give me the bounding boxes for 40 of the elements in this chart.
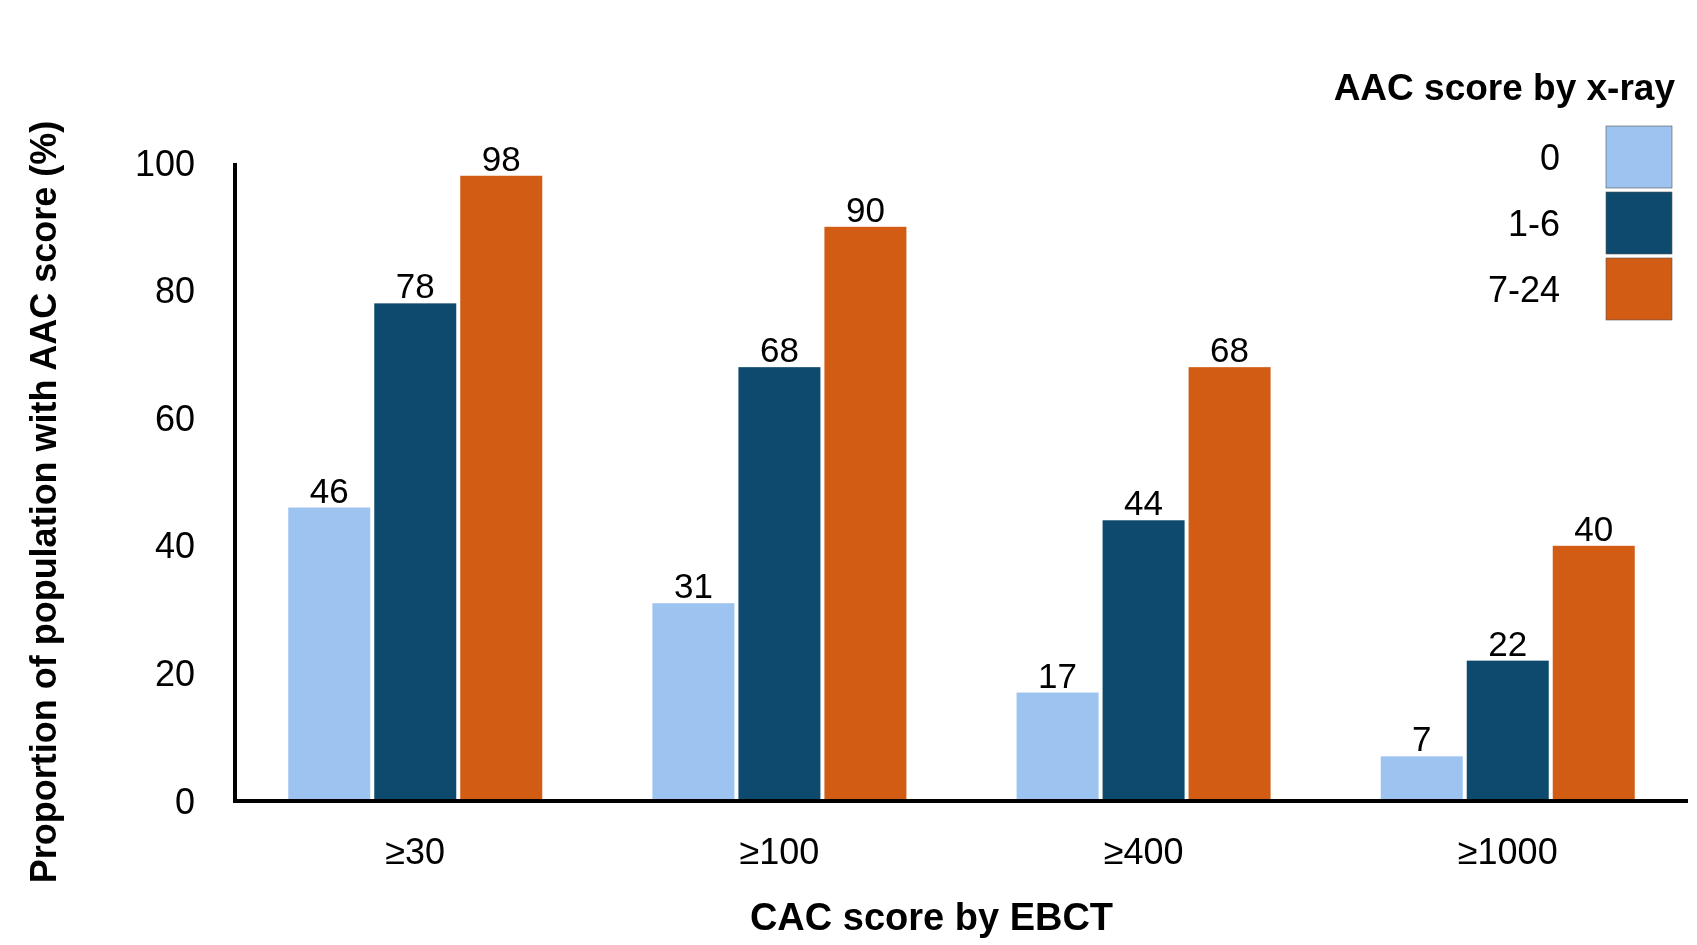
- legend-label: 0: [1539, 136, 1560, 178]
- data-label: 46: [309, 470, 349, 510]
- y-tick-label: 100: [134, 142, 195, 184]
- bar: [1102, 520, 1185, 801]
- y-tick-label: 20: [154, 652, 195, 694]
- bar: [1380, 756, 1463, 801]
- bar: [1188, 367, 1271, 801]
- data-label: 17: [1038, 655, 1078, 695]
- data-label: 22: [1488, 623, 1528, 663]
- bar: [738, 367, 821, 801]
- x-tick-label: ≥1000: [1457, 831, 1558, 872]
- x-tick-label: ≥100: [739, 831, 820, 872]
- data-label: 31: [673, 566, 713, 606]
- bar: [1016, 692, 1099, 801]
- y-axis-title: Proportion of population with AAC score (%): [23, 120, 64, 884]
- y-tick-label: 0: [174, 780, 195, 822]
- y-tick-label: 40: [154, 525, 195, 567]
- legend-label: 7-24: [1487, 268, 1560, 310]
- y-tick-label: 80: [154, 270, 195, 312]
- data-label: 78: [395, 266, 435, 306]
- x-axis-title: CAC score by EBCT: [749, 896, 1114, 938]
- data-label: 68: [759, 330, 799, 370]
- data-label: 68: [1210, 330, 1250, 370]
- data-label: 44: [1124, 483, 1164, 523]
- bar: [1466, 660, 1549, 801]
- bar: [652, 603, 735, 801]
- x-tick-label: ≥400: [1103, 831, 1184, 872]
- x-tick-label: ≥30: [385, 831, 446, 872]
- y-tick-label: 60: [154, 397, 195, 439]
- data-label: 7: [1412, 719, 1432, 759]
- data-label: 90: [845, 189, 885, 229]
- bar: [288, 507, 371, 801]
- legend-label: 1-6: [1507, 202, 1560, 244]
- data-label: 98: [481, 138, 521, 178]
- bar: [1552, 545, 1635, 801]
- legend-title: AAC score by x-ray: [1333, 67, 1676, 108]
- bar: [824, 226, 907, 801]
- data-label: 40: [1574, 508, 1614, 548]
- bar: [374, 303, 457, 801]
- bar: [460, 175, 543, 801]
